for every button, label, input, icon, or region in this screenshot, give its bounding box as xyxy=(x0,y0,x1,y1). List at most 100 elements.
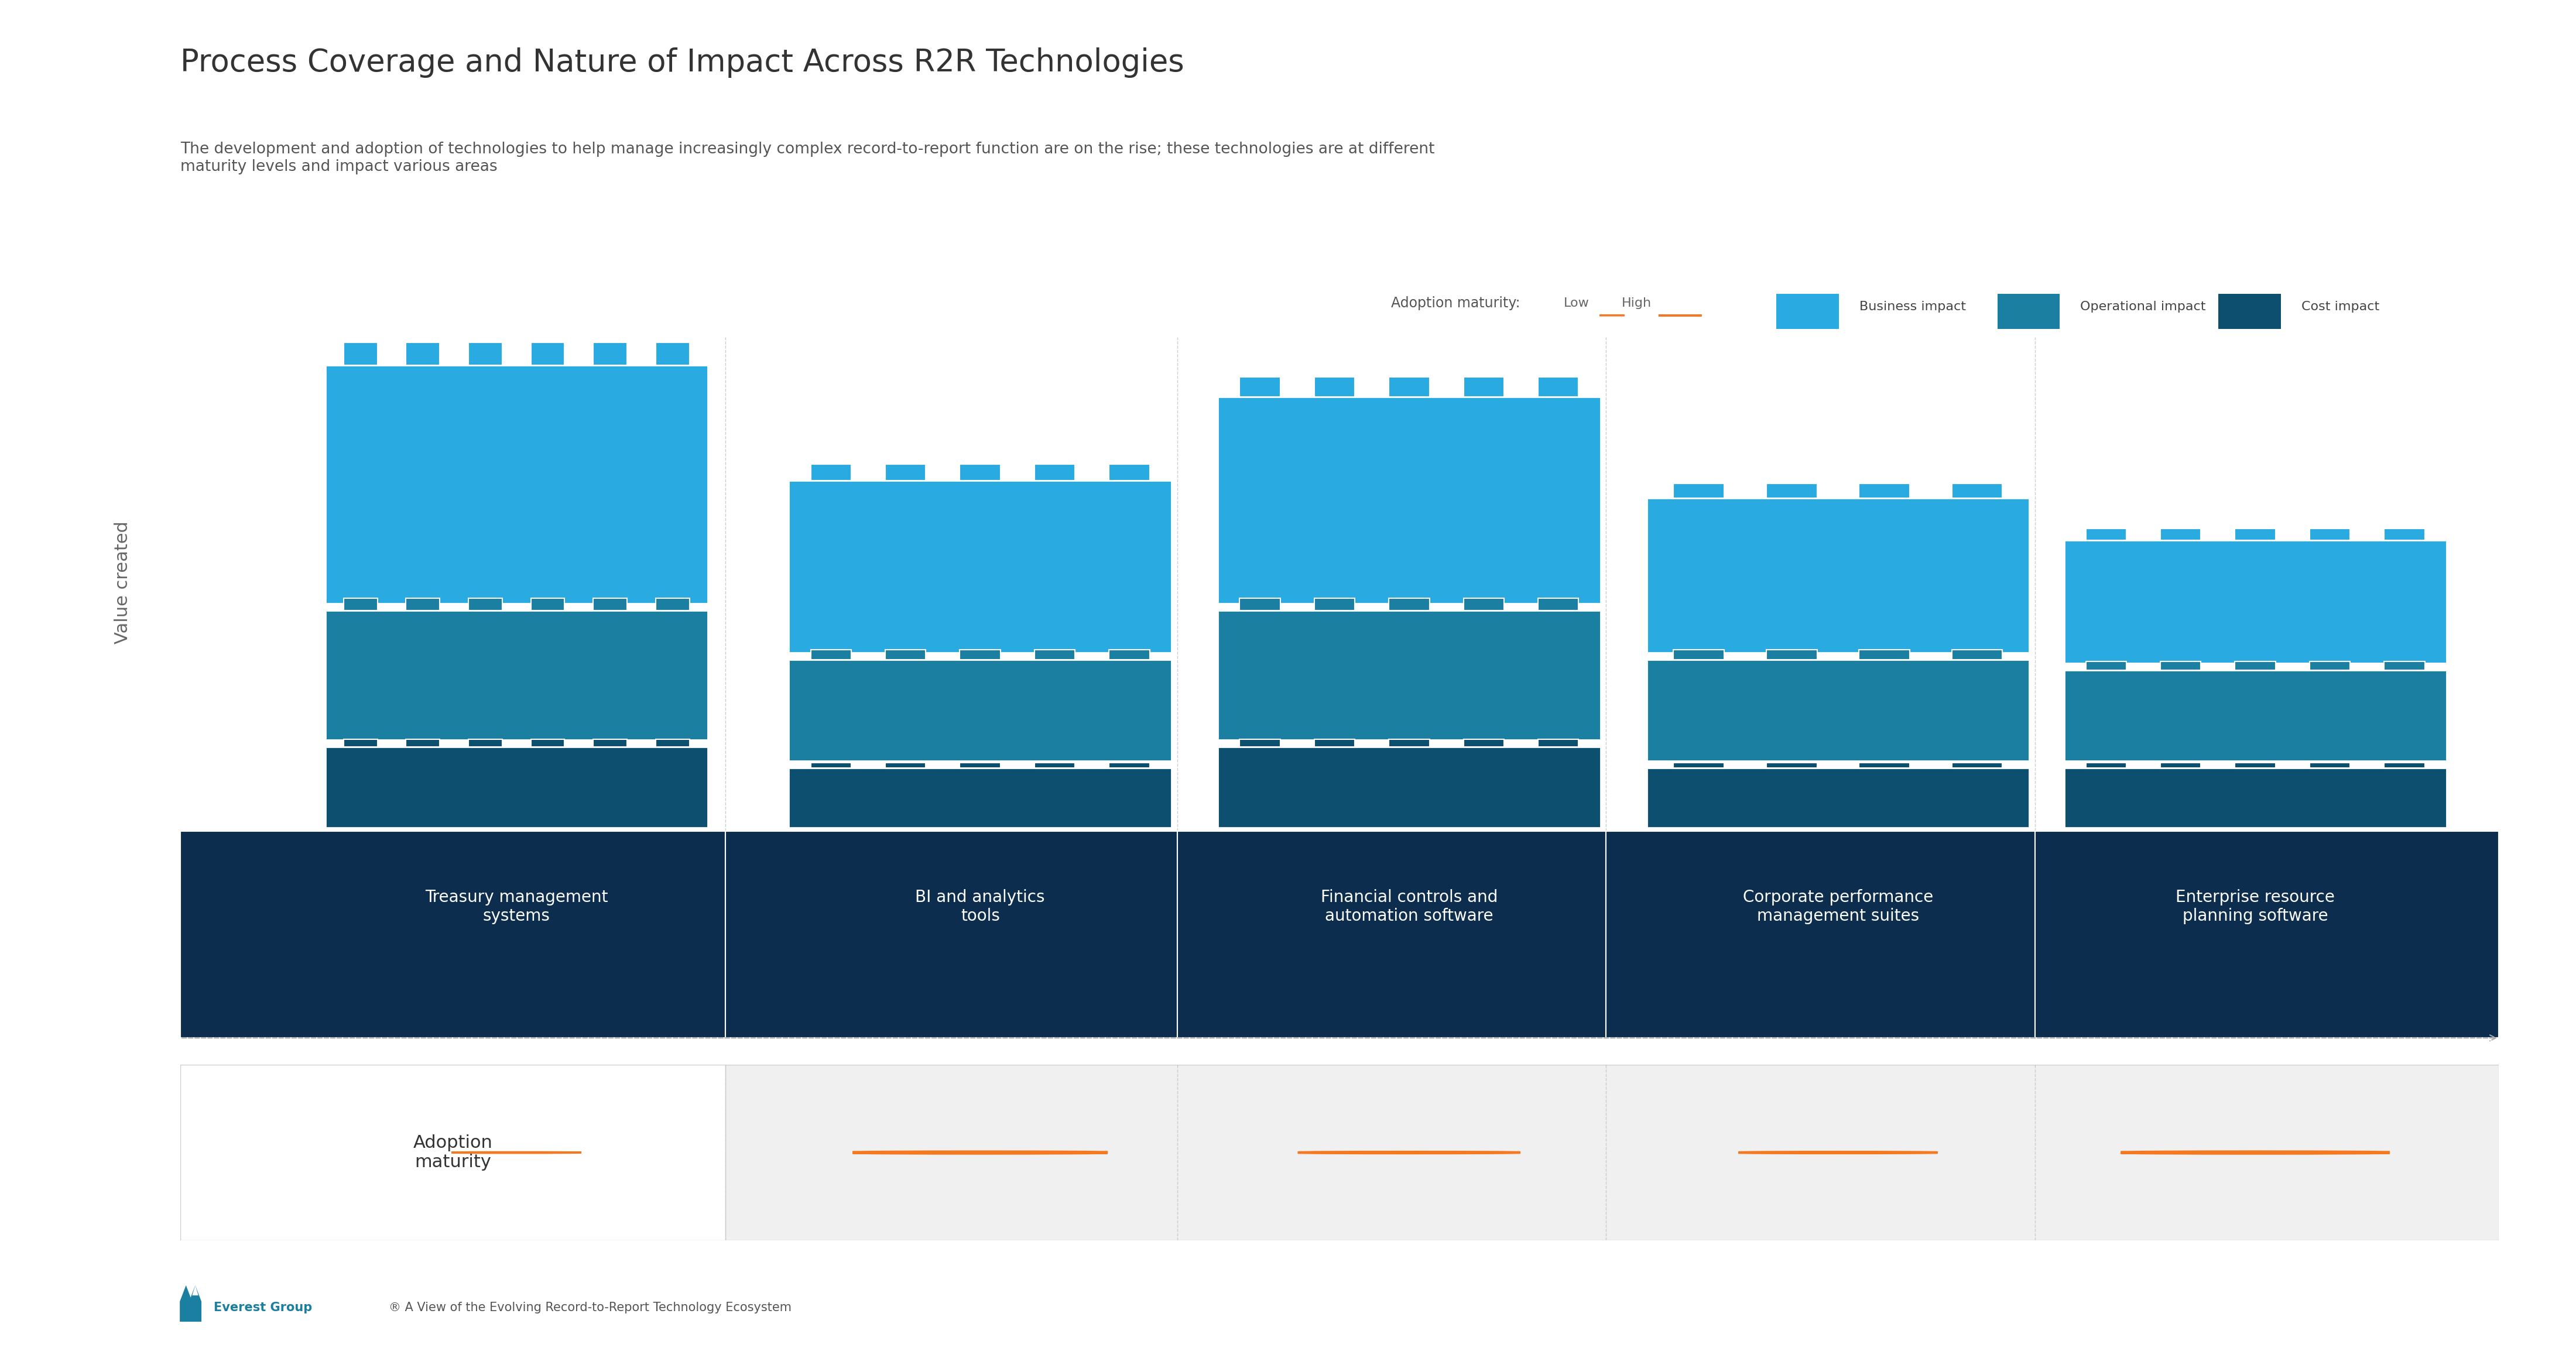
Bar xyxy=(343,599,379,611)
Text: Process Coverage and Nature of Impact Across R2R Technologies: Process Coverage and Nature of Impact Ac… xyxy=(180,47,1185,78)
Bar xyxy=(1646,499,2030,652)
Bar xyxy=(788,659,1172,762)
Bar xyxy=(1388,599,1430,611)
Text: BI and analytics
tools: BI and analytics tools xyxy=(914,890,1046,925)
Bar xyxy=(886,650,925,659)
Text: Treasury management
systems: Treasury management systems xyxy=(425,890,608,925)
Bar xyxy=(531,740,564,747)
Bar xyxy=(1036,763,1074,768)
Bar xyxy=(1314,599,1355,611)
Text: Adoption
maturity: Adoption maturity xyxy=(412,1134,492,1171)
Bar xyxy=(1860,763,1909,768)
Bar xyxy=(2236,528,2275,541)
Bar xyxy=(592,342,626,365)
Bar xyxy=(2161,662,2200,670)
Bar xyxy=(1110,763,1149,768)
Bar xyxy=(1110,464,1149,481)
Bar xyxy=(531,599,564,611)
Text: High: High xyxy=(1623,298,1651,309)
Text: Low: Low xyxy=(180,1077,211,1093)
Bar xyxy=(2087,763,2125,768)
Text: Business impact: Business impact xyxy=(1860,301,1965,313)
Bar xyxy=(1177,832,1607,1038)
Bar xyxy=(1218,747,1600,828)
Bar xyxy=(1646,768,2030,828)
Bar xyxy=(2087,528,2125,541)
Bar xyxy=(325,747,708,828)
Bar xyxy=(961,763,999,768)
Bar xyxy=(407,342,440,365)
Bar xyxy=(1860,484,1909,499)
Text: The development and adoption of technologies to help manage increasingly complex: The development and adoption of technolo… xyxy=(180,142,1435,174)
Bar xyxy=(1953,650,2002,659)
Bar xyxy=(180,1065,726,1240)
Bar xyxy=(407,740,440,747)
Text: Operational impact: Operational impact xyxy=(2081,301,2205,313)
Bar xyxy=(1953,484,2002,499)
Bar xyxy=(788,481,1172,652)
Text: Everest Group: Everest Group xyxy=(214,1302,312,1313)
Bar xyxy=(2385,662,2424,670)
Bar xyxy=(811,650,850,659)
Bar xyxy=(343,740,379,747)
Bar xyxy=(1463,377,1504,396)
Bar xyxy=(1110,650,1149,659)
Bar xyxy=(325,611,708,740)
Text: High: High xyxy=(2460,1077,2499,1093)
Bar xyxy=(1538,599,1579,611)
Bar xyxy=(469,740,502,747)
Text: Adoption maturity:: Adoption maturity: xyxy=(1391,297,1520,310)
Bar xyxy=(654,342,690,365)
Bar xyxy=(654,740,690,747)
Bar xyxy=(531,342,564,365)
Text: Corporate performance
management suites: Corporate performance management suites xyxy=(1744,890,1932,925)
Bar xyxy=(2236,662,2275,670)
Bar xyxy=(407,599,440,611)
Bar xyxy=(2311,662,2349,670)
Text: Enterprise resource
planning software: Enterprise resource planning software xyxy=(2177,890,2334,925)
Bar xyxy=(788,768,1172,828)
Bar xyxy=(1767,763,1816,768)
Bar xyxy=(2087,662,2125,670)
Bar xyxy=(592,599,626,611)
Bar xyxy=(1218,396,1600,604)
Text: Low: Low xyxy=(1564,298,1589,309)
Bar xyxy=(2161,528,2200,541)
Bar xyxy=(726,832,1177,1038)
Bar xyxy=(180,832,726,1038)
Bar xyxy=(2063,670,2447,762)
Bar xyxy=(1036,464,1074,481)
Bar xyxy=(1777,294,1839,329)
Bar xyxy=(1239,599,1280,611)
Bar xyxy=(1239,740,1280,747)
Bar xyxy=(1218,611,1600,740)
Bar xyxy=(1463,740,1504,747)
Bar xyxy=(2311,763,2349,768)
Bar xyxy=(1953,763,2002,768)
Bar xyxy=(343,342,379,365)
Bar xyxy=(2063,541,2447,663)
Bar xyxy=(1314,377,1355,396)
Bar xyxy=(1036,650,1074,659)
Bar xyxy=(811,763,850,768)
Bar xyxy=(2161,763,2200,768)
Bar xyxy=(1538,740,1579,747)
Bar xyxy=(1767,484,1816,499)
Text: R2R process coverage: R2R process coverage xyxy=(1239,1086,1440,1104)
Text: ® A View of the Evolving Record-to-Report Technology Ecosystem: ® A View of the Evolving Record-to-Repor… xyxy=(389,1302,791,1313)
Text: Value created: Value created xyxy=(113,520,131,644)
Bar xyxy=(1674,763,1723,768)
Bar xyxy=(811,464,850,481)
Bar xyxy=(2311,528,2349,541)
Bar xyxy=(325,365,708,604)
Bar xyxy=(886,763,925,768)
Polygon shape xyxy=(193,1286,198,1295)
Bar xyxy=(2218,294,2280,329)
Bar xyxy=(469,599,502,611)
Bar xyxy=(469,342,502,365)
Bar xyxy=(2385,528,2424,541)
Bar xyxy=(886,464,925,481)
Bar xyxy=(1646,659,2030,762)
Bar xyxy=(1674,650,1723,659)
Bar xyxy=(1314,740,1355,747)
